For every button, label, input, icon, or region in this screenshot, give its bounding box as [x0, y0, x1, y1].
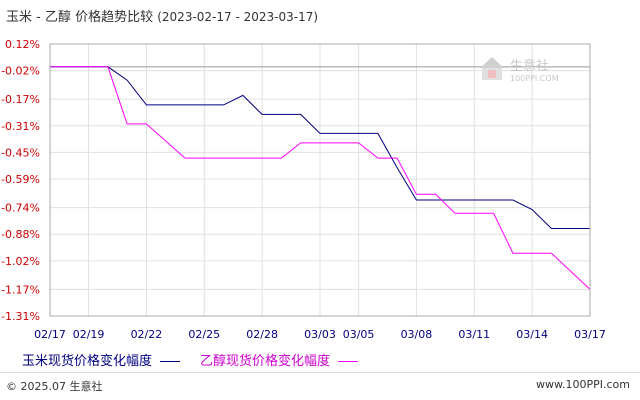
legend-item-ethanol: 乙醇现货价格变化幅度 [200, 350, 359, 369]
y-tick-label: -1.31% [1, 310, 40, 323]
legend-swatch-corn [160, 361, 181, 362]
x-tick-label: 03/14 [516, 328, 548, 341]
y-tick-label: -0.45% [1, 146, 40, 159]
footer-website[interactable]: www.100PPI.com [536, 378, 630, 391]
y-tick-label: -0.59% [1, 173, 40, 186]
footer-divider [0, 372, 640, 373]
x-tick-label: 02/25 [188, 328, 220, 341]
y-tick-label: -1.02% [1, 255, 40, 268]
x-tick-label: 03/03 [304, 328, 336, 341]
y-tick-label: -0.88% [1, 228, 40, 241]
x-axis-ticks: 02/17 02/19 02/22 02/25 02/28 03/03 03/05 03/08… [34, 328, 606, 341]
chart-title-main: 玉米 - 乙醇 价格趋势比较 [6, 10, 154, 25]
x-tick-label: 02/19 [73, 328, 105, 341]
x-tick-label: 03/17 [574, 328, 606, 341]
watermark: 生意社 100PPI.COM [480, 57, 559, 83]
x-tick-label: 02/22 [131, 328, 163, 341]
y-tick-label: -0.74% [1, 202, 40, 215]
series-line-corn [50, 66, 590, 229]
watermark-url: 100PPI.COM [510, 74, 559, 83]
legend-label-ethanol: 乙醇现货价格变化幅度 [200, 354, 331, 369]
x-tick-label: 03/05 [343, 328, 375, 341]
plot-frame [49, 43, 591, 317]
x-tick-label: 03/11 [458, 328, 490, 341]
y-tick-label: 0.12% [5, 38, 40, 51]
footer-copyright: © 2025.07 生意社 [6, 380, 103, 393]
watermark-logo-icon [480, 57, 504, 80]
y-tick-label: -0.17% [1, 93, 40, 106]
series-lines [50, 66, 591, 290]
y-tick-label: -1.17% [1, 283, 40, 296]
line-chart: 生意社 100PPI.COM 0.12% -0.02% -0.17% -0.31% -0… [1, 38, 606, 341]
watermark-name: 生意社 [510, 58, 549, 74]
y-axis-ticks: 0.12% -0.02% -0.17% -0.31% -0.45% -0.59% -0.74… [1, 38, 40, 323]
legend-label-corn: 玉米现货价格变化幅度 [22, 354, 153, 369]
x-tick-label: 02/28 [246, 328, 278, 341]
chart-title: 玉米 - 乙醇 价格趋势比较 (2023-02-17 - 2023-03-17) [6, 6, 318, 25]
y-tick-label: -0.31% [1, 120, 40, 133]
legend-item-corn: 玉米现货价格变化幅度 [22, 350, 181, 369]
y-tick-label: -0.02% [1, 65, 40, 78]
chart-title-range: (2023-02-17 - 2023-03-17) [157, 10, 319, 24]
x-tick-label: 02/17 [34, 328, 66, 341]
legend-swatch-ethanol [338, 361, 359, 362]
series-line-ethanol [50, 66, 591, 290]
x-tick-label: 03/08 [401, 328, 433, 341]
